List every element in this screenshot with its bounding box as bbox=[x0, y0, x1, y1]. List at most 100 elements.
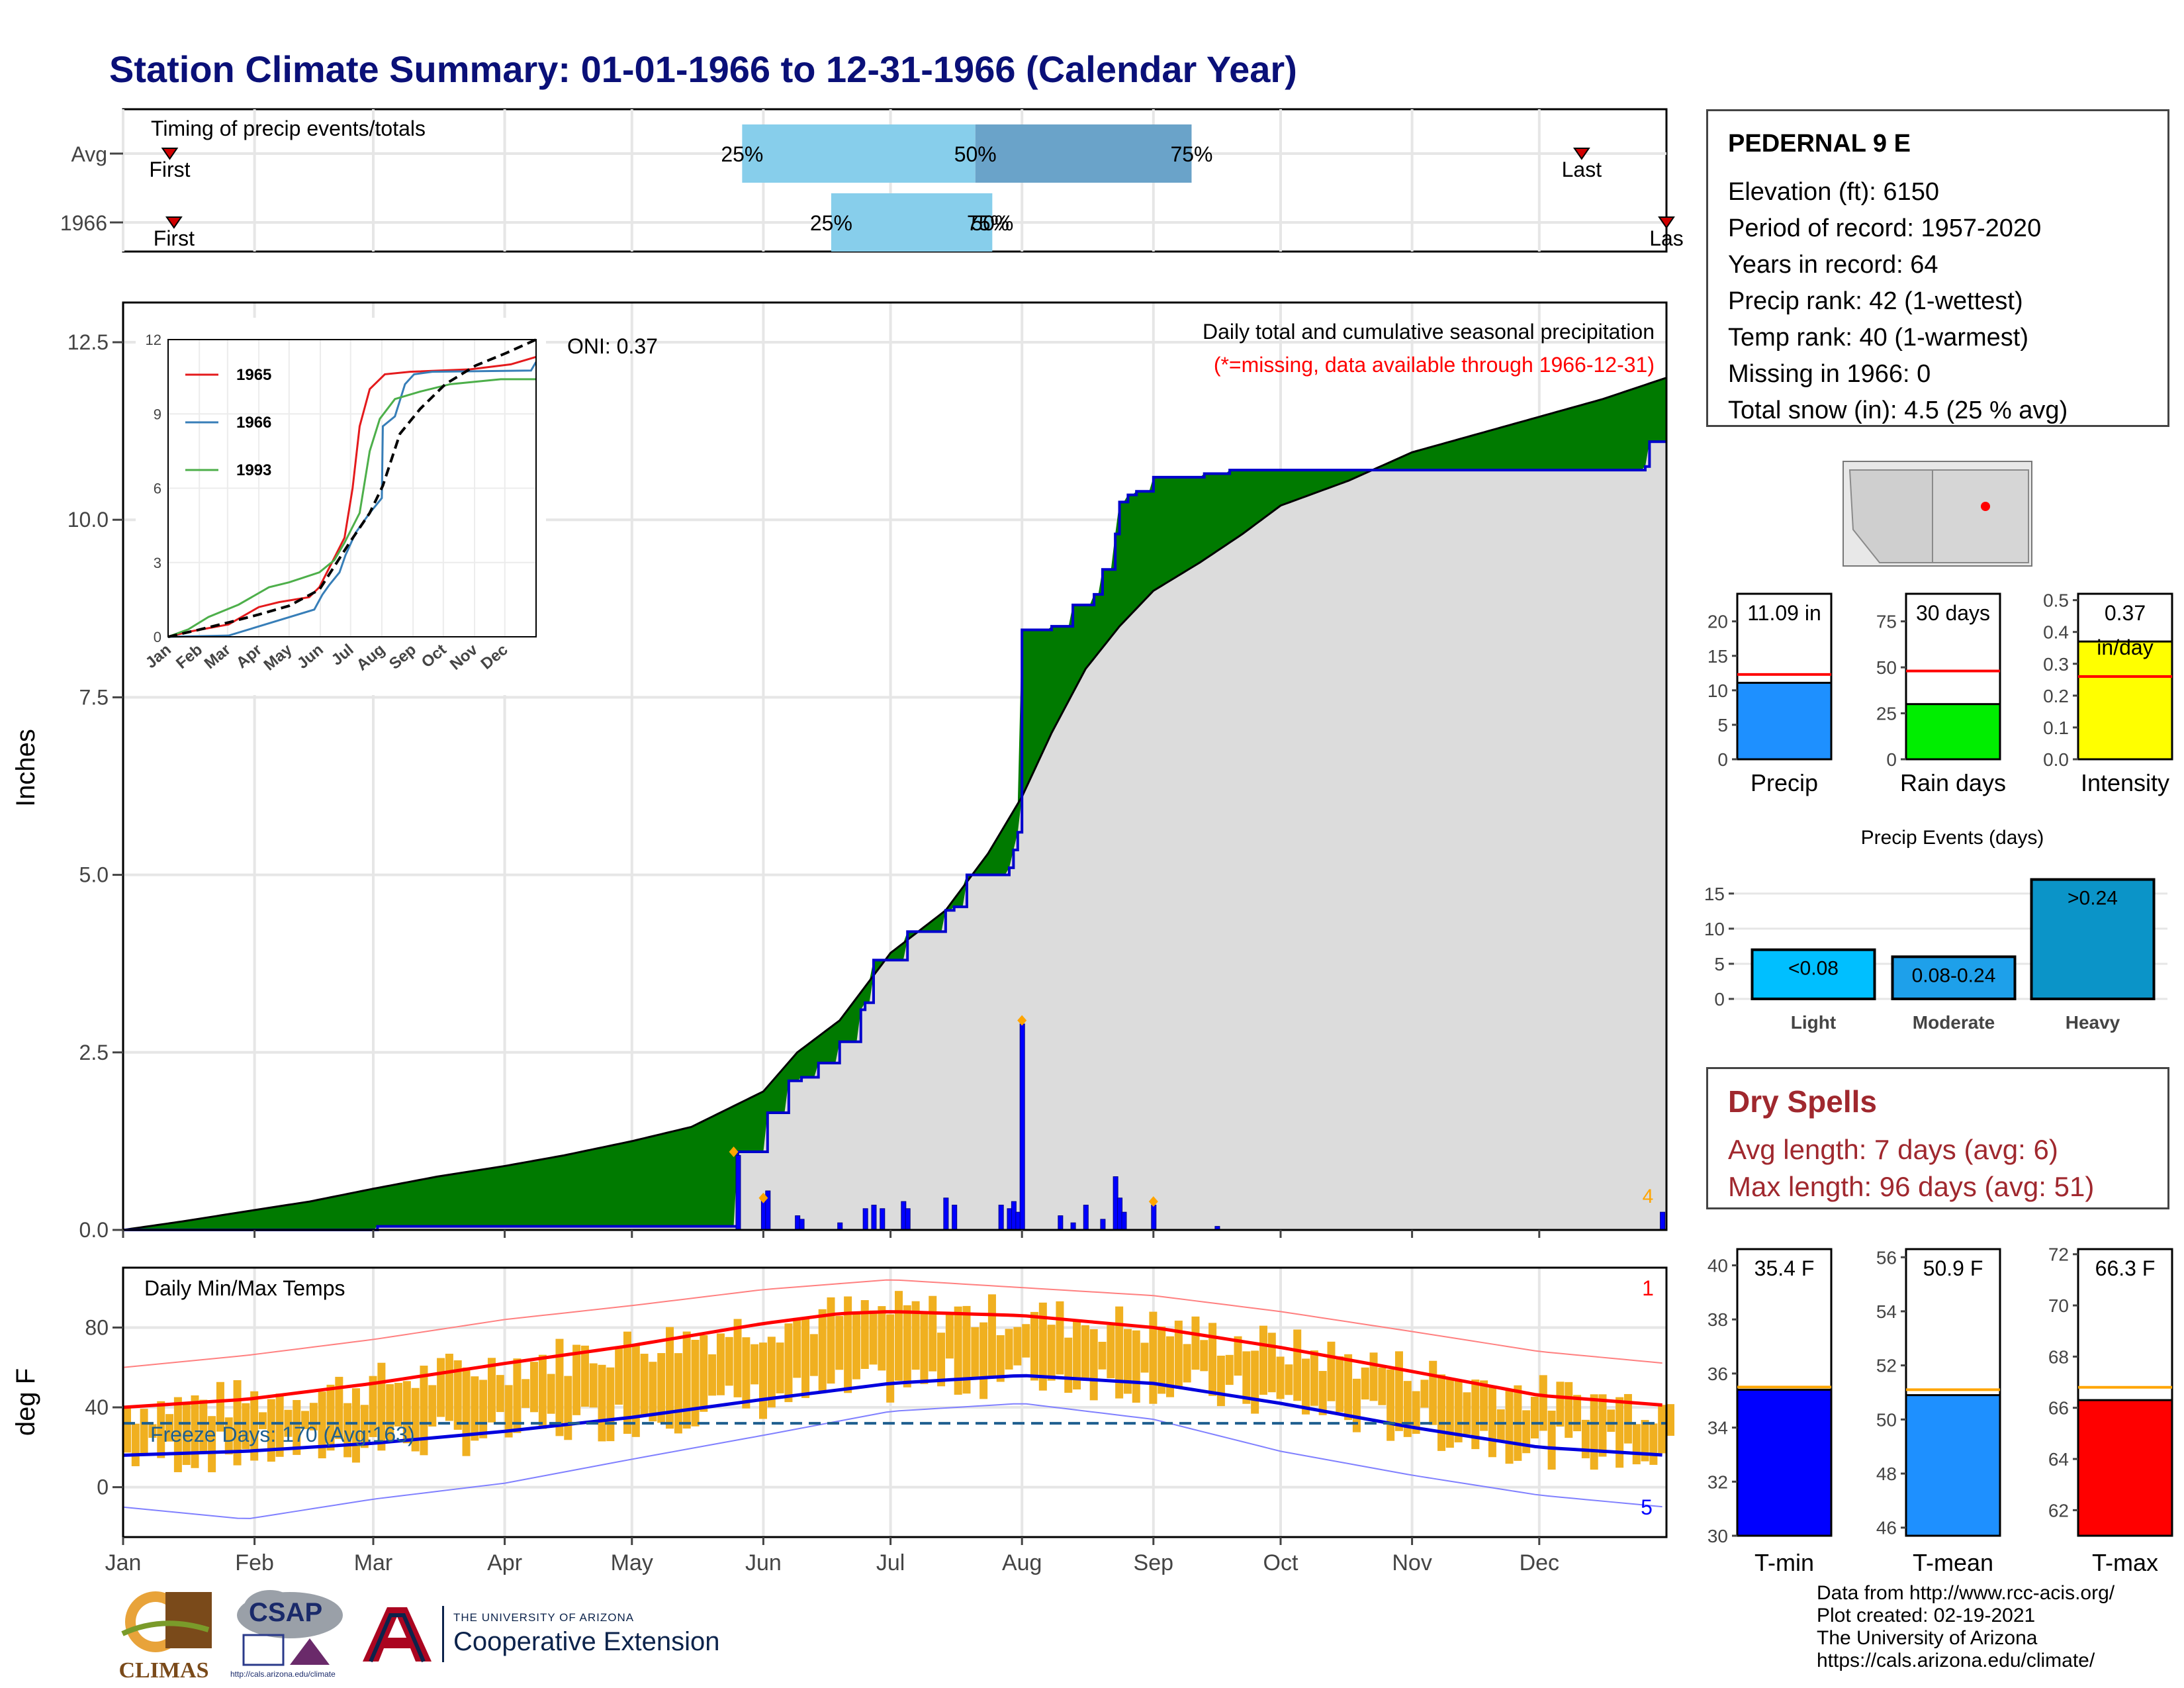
university-of-arizona-logo[interactable]: THE UNIVERSITY OF ARIZONA Cooperative Ex… bbox=[357, 1602, 741, 1668]
normal-min-line bbox=[122, 1374, 1662, 1457]
daily-temp-bar bbox=[1387, 1369, 1395, 1441]
events-bar bbox=[2030, 878, 2156, 1000]
daily-temp-bar bbox=[1590, 1394, 1598, 1470]
daily-temp-bar bbox=[954, 1306, 962, 1395]
precip-summary-y-tick-label: 25 bbox=[1876, 704, 1897, 724]
timing-first-marker bbox=[165, 216, 183, 229]
daily-temp-bar bbox=[123, 1407, 131, 1453]
temp-summary-y-tick-label: 40 bbox=[1707, 1256, 1728, 1276]
daily-temp-bar bbox=[1310, 1350, 1318, 1406]
daily-temp-bar bbox=[394, 1383, 403, 1427]
daily-temp-bar bbox=[895, 1291, 903, 1381]
daily-temp-bar bbox=[1530, 1397, 1539, 1439]
daily-precip-bar bbox=[1083, 1204, 1089, 1231]
daily-temp-bar bbox=[462, 1367, 471, 1456]
precip-summary-bar bbox=[2077, 640, 2173, 761]
daily-temp-bar bbox=[903, 1305, 911, 1387]
daily-temp-bar bbox=[1089, 1329, 1098, 1401]
temp-summary-x-label: T-min bbox=[1754, 1549, 1814, 1576]
daily-temp-bar bbox=[1327, 1341, 1336, 1401]
daily-temp-bar bbox=[326, 1384, 335, 1451]
daily-precip-bar bbox=[880, 1208, 886, 1231]
daily-temp-bar bbox=[1581, 1419, 1590, 1458]
precip-summary-y-tick-label: 0 bbox=[1886, 749, 1897, 770]
daily-temp-bar bbox=[1132, 1330, 1140, 1403]
temp-summary-x-label: T-max bbox=[2092, 1549, 2158, 1576]
daily-temp-bar bbox=[716, 1333, 725, 1395]
temp-summary-value-label: 35.4 F bbox=[1754, 1256, 1815, 1280]
temp-summary-y-tick-label: 34 bbox=[1707, 1418, 1728, 1438]
daily-temp-bar bbox=[1547, 1411, 1556, 1470]
daily-temp-bar bbox=[776, 1342, 784, 1393]
station-name: PEDERNAL 9 E bbox=[1728, 130, 1911, 158]
daily-temp-bar bbox=[1302, 1358, 1310, 1415]
daily-temp-bar bbox=[606, 1367, 615, 1442]
precip-summary-y-tick-label: 0.5 bbox=[2043, 590, 2069, 611]
precip-summary-y-tick-label: 20 bbox=[1707, 612, 1728, 632]
daily-temp-bar bbox=[572, 1344, 581, 1415]
events-bar bbox=[1891, 955, 2017, 1001]
timing-p75-label: 75% bbox=[967, 211, 1009, 235]
location-map bbox=[1843, 461, 2032, 567]
arizona-shape bbox=[1848, 469, 1933, 563]
data-source-note: Data from http://www.rcc-acis.org/ Plot … bbox=[1817, 1582, 2115, 1672]
inset-y-tick-label: 9 bbox=[154, 406, 161, 422]
daily-temp-bar bbox=[751, 1344, 759, 1385]
daily-temp-bar bbox=[1471, 1380, 1480, 1450]
daily-temp-bar bbox=[538, 1354, 547, 1429]
daily-temp-bar bbox=[844, 1296, 852, 1393]
events-y-tick-label: 0 bbox=[1714, 989, 1725, 1009]
daily-temp-bar bbox=[1666, 1404, 1674, 1436]
events-category-label: Heavy bbox=[2066, 1012, 2120, 1033]
daily-temp-bar bbox=[996, 1335, 1005, 1382]
daily-temp-bar bbox=[564, 1376, 572, 1440]
temp-summary-value-label: 66.3 F bbox=[2095, 1256, 2156, 1280]
daily-temp-bar bbox=[275, 1393, 284, 1457]
timing-last-label: Last bbox=[1562, 158, 1602, 181]
events-y-tick-label: 15 bbox=[1704, 884, 1725, 904]
daily-precip-bar bbox=[799, 1219, 805, 1231]
daily-temp-bar bbox=[979, 1322, 988, 1399]
daily-temp-bar bbox=[920, 1312, 929, 1384]
month-x-tick-label: Feb bbox=[235, 1550, 274, 1575]
station-info-box: PEDERNAL 9 E Elevation (ft): 6150 Period… bbox=[1706, 109, 2169, 427]
daily-temp-bar bbox=[182, 1403, 191, 1466]
daily-temp-bar bbox=[420, 1366, 428, 1456]
daily-temp-bar bbox=[402, 1381, 411, 1444]
daily-temp-bar bbox=[742, 1337, 751, 1409]
temp-summary-y-tick-label: 36 bbox=[1707, 1364, 1728, 1384]
climas-logo[interactable]: CLIMAS bbox=[109, 1582, 218, 1683]
daily-temp-bar bbox=[1242, 1351, 1251, 1404]
month-x-tick-label: Aug bbox=[1002, 1550, 1042, 1575]
temp-summary-y-tick-label: 32 bbox=[1707, 1472, 1728, 1492]
precip-summary-x-label: Precip bbox=[1751, 769, 1818, 796]
daily-temp-bar bbox=[987, 1294, 996, 1377]
daily-temp-bar bbox=[1158, 1327, 1166, 1394]
daily-temp-bar bbox=[293, 1399, 301, 1455]
page-title: Station Climate Summary: 01-01-1966 to 1… bbox=[109, 48, 1297, 90]
daily-temp-bar bbox=[411, 1387, 420, 1452]
temp-summary-bar bbox=[1905, 1394, 2001, 1537]
month-x-tick-label: Jun bbox=[745, 1550, 782, 1575]
climas-emblem-icon bbox=[121, 1591, 212, 1652]
daily-temp-bar bbox=[1013, 1327, 1022, 1366]
csap-logo[interactable]: CSAP http://cals.arizona.edu/climate bbox=[230, 1589, 346, 1681]
timing-bar-lower bbox=[831, 193, 993, 252]
daily-temp-bar bbox=[1149, 1311, 1158, 1404]
events-bar-label: >0.24 bbox=[2068, 888, 2118, 910]
daily-temp-bar bbox=[1565, 1382, 1573, 1438]
precip-summary-value-label: 0.37 bbox=[2105, 601, 2146, 625]
daily-temp-bar bbox=[598, 1364, 606, 1442]
precip-summary-y-tick-label: 0.1 bbox=[2043, 718, 2069, 738]
daily-temp-bar bbox=[1522, 1410, 1531, 1454]
timing-p50-label: 50% bbox=[954, 142, 997, 166]
daily-temp-bar bbox=[1251, 1350, 1259, 1414]
station-precip-rank: Precip rank: 42 (1-wettest) bbox=[1728, 287, 2023, 315]
daily-temp-bar bbox=[555, 1338, 564, 1436]
daily-temp-bar bbox=[318, 1391, 326, 1459]
daily-temp-bar bbox=[471, 1376, 479, 1441]
timing-last-marker bbox=[1572, 148, 1590, 160]
daily-precip-marker bbox=[1017, 1015, 1027, 1026]
daily-temp-bar bbox=[437, 1358, 445, 1417]
